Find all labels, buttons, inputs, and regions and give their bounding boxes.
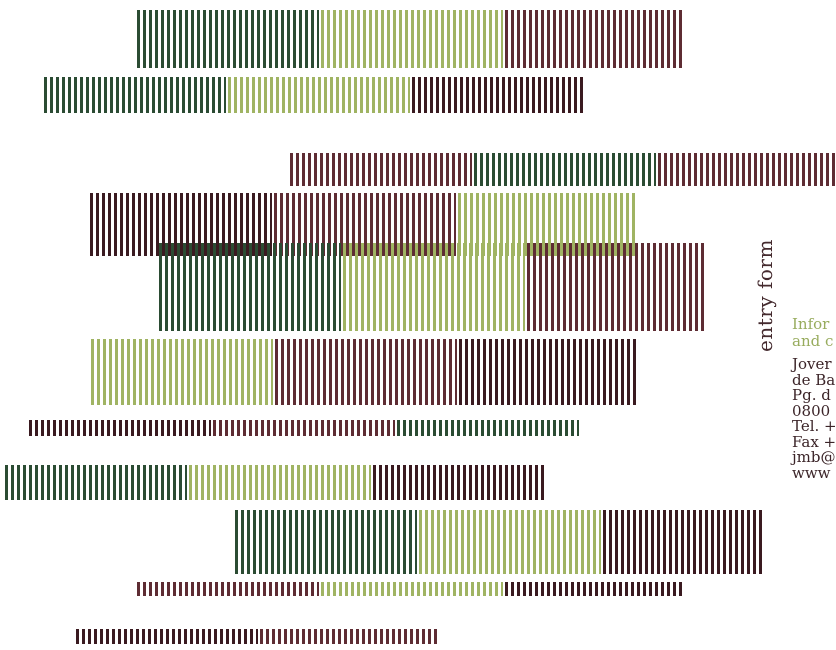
contact-line-email: jmb@ (792, 448, 836, 466)
stripe-bar-segment (321, 582, 503, 596)
stripe-bar-segment (76, 629, 258, 644)
stripe-bar-segment (459, 339, 639, 405)
contact-line-web: www (792, 463, 831, 482)
stripe-bar-segment (137, 582, 319, 596)
contact-line-phone: Tel. + (792, 417, 836, 435)
stripe-bar-segment (137, 10, 319, 68)
entry-form-title: entry form (753, 239, 777, 352)
stripe-bar-segment (373, 465, 547, 500)
stripe-bar-segment (91, 339, 273, 405)
stripe-bar-segment (213, 420, 395, 436)
contact-block: Jover de Ba Pg. d 0800 Tel. + Fax + jmb@… (792, 355, 836, 482)
stripe-bar-segment (290, 153, 472, 186)
stripe-bar-segment (658, 153, 836, 186)
contact-line-postcode: 0800 (792, 401, 831, 420)
stripe-bar-segment (44, 77, 226, 113)
stripe-bar-segment (527, 243, 707, 331)
stripe-bar-segment (159, 243, 341, 331)
stripe-bar-segment (275, 339, 457, 405)
stripe-bar-segment (412, 77, 586, 113)
contact-line-name-1: Jover (792, 355, 832, 373)
info-heading: Infor and c (792, 316, 836, 350)
stripe-bar-segment (505, 582, 685, 596)
stripe-bar-segment (189, 465, 371, 500)
stripe-bar-segment (235, 510, 417, 574)
stripe-bar-segment (228, 77, 410, 113)
stripe-bar-segment (419, 510, 601, 574)
stripe-bar-segment (603, 510, 765, 574)
stripe-bar-segment (505, 10, 685, 68)
stripe-bar-segment (321, 10, 503, 68)
stripe-bar-segment (343, 243, 525, 331)
info-heading-line-1: Infor (792, 315, 830, 333)
stripe-bar-segment (5, 465, 187, 500)
contact-line-fax: Fax + (792, 432, 836, 451)
contact-line-name-2: de Ba (792, 370, 836, 389)
stripe-bar-segment (29, 420, 211, 436)
stripe-bar-segment (474, 153, 656, 186)
stripe-bar-segment (397, 420, 579, 436)
contact-line-address: Pg. d (792, 386, 831, 404)
stripe-bar-segment (260, 629, 440, 644)
info-heading-line-2: and c (792, 332, 834, 350)
